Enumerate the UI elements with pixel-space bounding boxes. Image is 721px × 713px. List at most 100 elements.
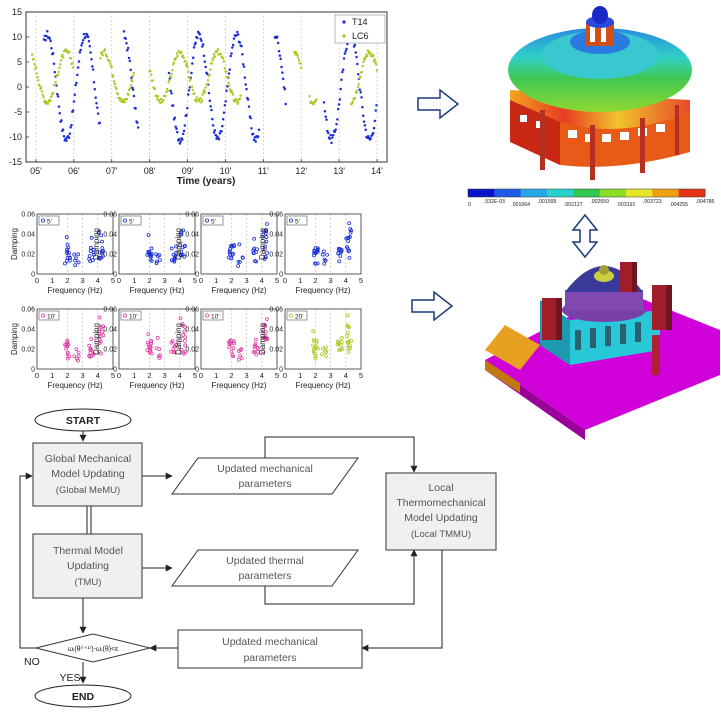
damping-point: [237, 357, 241, 362]
damping-point: [156, 354, 161, 359]
damping-point: [263, 255, 268, 260]
point-lc6: [212, 53, 216, 56]
point-lc6: [223, 67, 226, 70]
point-lc6: [68, 51, 71, 54]
point-t14: [68, 132, 72, 135]
point-t14: [96, 106, 99, 109]
point-lc6: [368, 51, 372, 54]
point-t14: [283, 87, 287, 91]
damping-point: [311, 329, 316, 334]
damping-point: [88, 350, 93, 355]
point-t14: [71, 109, 75, 112]
damping-panel-frame: [118, 308, 196, 370]
point-t14: [201, 45, 204, 48]
damping-x-tick-label: 5: [359, 276, 363, 285]
damping-point: [346, 341, 351, 346]
point-lc6: [210, 62, 214, 65]
damping-x-tick-label: 5: [193, 371, 197, 380]
colorbar-segment: [520, 189, 548, 197]
point-t14: [136, 121, 139, 124]
damping-legend-label: 10': [47, 313, 55, 320]
point-t14: [191, 62, 194, 65]
point-lc6: [115, 87, 118, 91]
point-t14: [198, 33, 202, 36]
point-t14: [341, 70, 344, 74]
point-lc6: [131, 74, 135, 77]
damping-y-tick-label: 0.06: [21, 212, 35, 219]
colorbar-label: .001595: [538, 199, 557, 205]
damping-point: [154, 259, 159, 264]
local-tmmu-box: [385, 472, 497, 551]
damping-point: [97, 332, 102, 336]
point-t14: [74, 83, 77, 87]
damping-point: [178, 316, 183, 321]
point-lc6: [239, 94, 242, 97]
point-t14: [86, 35, 90, 39]
damping-legend-marker: [123, 313, 128, 318]
damping-point: [154, 252, 159, 257]
x-tick-label: 14': [371, 166, 383, 176]
colorbar-frame: [467, 188, 706, 198]
damping-x-tick-label: 4: [178, 276, 182, 285]
local-tmmu-line-1: Local: [428, 482, 453, 494]
updated-thermal-line-1: Updated thermal: [226, 555, 304, 567]
damping-point: [65, 251, 69, 256]
point-lc6: [193, 92, 196, 95]
point-lc6: [116, 93, 120, 96]
point-lc6: [186, 65, 189, 68]
point-t14: [328, 137, 332, 141]
point-t14: [359, 91, 362, 94]
point-t14: [200, 39, 203, 42]
point-t14: [62, 134, 66, 138]
x-tick-label: 12': [295, 166, 307, 176]
damping-x-tick-label: 0: [35, 371, 39, 380]
damping-legend-box: [286, 310, 308, 321]
damping-point: [346, 249, 351, 254]
damping-y-tick-label: 0.06: [185, 307, 199, 314]
colorbar-label: .002127: [564, 202, 583, 208]
damping-x-label: Frequency (Hz): [129, 286, 184, 295]
point-t14: [126, 46, 130, 50]
point-lc6: [167, 81, 170, 84]
damping-point: [240, 255, 245, 260]
point-t14: [220, 130, 223, 133]
damping-point: [157, 356, 162, 360]
damping-point: [67, 354, 72, 359]
damping-point: [229, 256, 234, 261]
damping-x-tick-label: 2: [313, 371, 317, 380]
damping-point: [76, 260, 81, 265]
damping-y-tick-label: 0: [31, 367, 35, 374]
damping-point: [96, 256, 101, 260]
colorbar-label: 0: [468, 202, 471, 208]
point-lc6: [200, 99, 204, 102]
damping-legend-marker: [41, 313, 46, 318]
damping-x-tick-label: 3: [329, 276, 333, 285]
point-t14: [134, 107, 137, 110]
point-t14: [331, 133, 335, 137]
damping-point: [157, 258, 162, 263]
point-t14: [216, 135, 219, 138]
point-t14: [245, 87, 248, 91]
damping-x-tick-label: 0: [117, 276, 121, 285]
yes-label: YES: [59, 672, 80, 684]
damping-legend-box: [38, 215, 60, 226]
point-t14: [182, 129, 186, 133]
point-lc6: [169, 76, 173, 79]
point-t14: [236, 30, 239, 34]
damping-point: [170, 339, 175, 344]
damping-x-label: Frequency (Hz): [129, 381, 184, 390]
point-lc6: [361, 64, 364, 68]
point-lc6: [54, 81, 57, 84]
point-t14: [371, 131, 375, 135]
x-tick-label: 07': [106, 166, 118, 176]
damping-point: [340, 347, 345, 351]
point-lc6: [114, 85, 117, 89]
damping-x-tick-label: 0: [199, 371, 203, 380]
damping-point: [76, 354, 81, 359]
damping-y-tick-label: 0.02: [269, 252, 283, 259]
damping-point: [338, 347, 343, 352]
point-lc6: [221, 57, 225, 60]
colorbar-label: .003191: [617, 202, 636, 208]
point-lc6: [59, 63, 62, 66]
